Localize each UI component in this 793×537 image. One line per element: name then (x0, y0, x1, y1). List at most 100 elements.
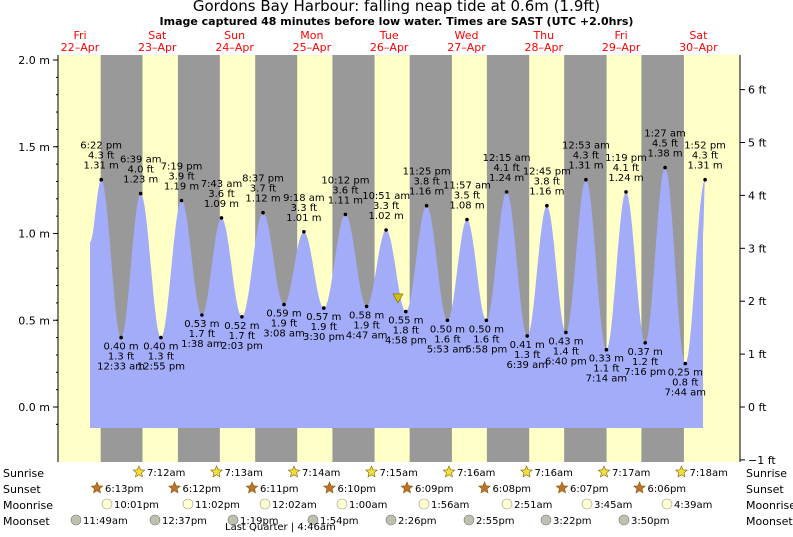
moonrise-time: 1:00am (349, 500, 387, 511)
tide-ft-label: 3.5 ft (454, 191, 480, 202)
tide-point (302, 230, 306, 234)
moonset-time: 1:19pm (240, 516, 279, 527)
moonset-icon (540, 514, 552, 526)
right-tick-label: 3 ft (748, 242, 767, 255)
tide-time-label: 1:19 pm (605, 153, 647, 164)
moonrise-time: 10:01pm (114, 500, 159, 511)
tide-point (584, 177, 588, 182)
moonrise-icon (581, 498, 593, 510)
tide-point (484, 318, 489, 323)
day-date: 25–Apr (293, 41, 332, 54)
right-tick-label: 1 ft (748, 348, 767, 361)
tide-time-label: 3:30 pm (303, 332, 345, 343)
tide-ft-label: 1.8 ft (393, 326, 419, 337)
moonset-icon (307, 514, 319, 526)
tide-time-label: 9:18 am (283, 193, 325, 204)
day-date: 23–Apr (138, 41, 177, 54)
tide-ft-label: 3.9 ft (168, 172, 194, 183)
tide-m-label: 1.16 m (529, 187, 564, 198)
sunset-time: 6:13pm (105, 484, 144, 495)
tide-point (404, 309, 408, 314)
moonrise-time: 2:51am (514, 500, 552, 511)
moonset-time: 2:26pm (398, 516, 437, 527)
tide-ft-label: 3.3 ft (373, 201, 399, 212)
sunset-time: 6:06pm (648, 484, 687, 495)
tide-ft-label: 1.3 ft (514, 350, 540, 361)
tide-time-label: 7:19 pm (161, 162, 203, 173)
tide-point (624, 190, 628, 194)
tide-point (364, 304, 369, 309)
tide-point (564, 330, 568, 335)
tide-ft-label: 3.8 ft (413, 177, 439, 188)
day-date: 30–Apr (679, 41, 718, 54)
day-date: 27–Apr (447, 41, 486, 54)
sunset-time: 6:10pm (338, 484, 377, 495)
day-name: Sat (148, 29, 167, 42)
tide-time-label: 5:53 am (427, 344, 469, 355)
tide-time-label: 4:47 am (346, 330, 388, 341)
tide-ft-label: 1.1 ft (593, 364, 619, 375)
tide-m-label: 0.25 m (668, 368, 703, 379)
sunset-icon (633, 481, 646, 494)
tide-ft-label: 4.3 ft (573, 151, 599, 162)
tide-ft-label: 1.9 ft (311, 322, 337, 333)
day-name: Wed (455, 29, 479, 42)
tide-point (384, 228, 388, 232)
tide-time-label: 7:16 pm (624, 367, 666, 378)
tide-point (683, 361, 688, 366)
tide-m-label: 0.40 m (143, 342, 178, 353)
tide-time-label: 3:08 am (263, 329, 305, 340)
moonrise-time: 4:39am (674, 500, 712, 511)
tide-point (322, 306, 326, 310)
tide-m-label: 0.50 m (469, 324, 504, 335)
moonset-time: 2:55pm (476, 516, 515, 527)
tide-time-label: 11:57 am (443, 181, 491, 192)
tide-m-label: 1.09 m (204, 199, 239, 210)
tide-m-label: 0.59 m (266, 309, 301, 320)
tide-point (465, 217, 469, 222)
moonset-icon (149, 514, 161, 526)
tide-time-label: 1:52 pm (684, 141, 726, 152)
sunset-icon (245, 481, 259, 494)
tide-time-label: 7:43 am (201, 179, 243, 190)
tide-m-label: 0.55 m (388, 316, 423, 327)
moonrise-time: 3:45am (594, 500, 632, 511)
day-date: 28–Apr (525, 41, 564, 54)
sunset-icon (555, 481, 569, 494)
tide-m-label: 1.08 m (449, 201, 484, 212)
moonset-time: 3:50pm (631, 516, 670, 527)
right-tick-label: 5 ft (748, 137, 767, 150)
tide-m-label: 0.41 m (510, 340, 545, 351)
tide-ft-label: 1.3 ft (108, 352, 134, 363)
chart-subtitle: Image captured 48 minutes before low wat… (159, 15, 634, 28)
moonset-label-right: Moonset (746, 515, 793, 528)
day-name: Mon (300, 29, 323, 42)
moonrise-icon (661, 498, 673, 510)
tide-point (343, 212, 348, 217)
tide-m-label: 1.24 m (608, 173, 643, 184)
sunrise-icon (442, 465, 456, 478)
sunrise-time: 7:16am (535, 468, 573, 479)
day-date: 26–Apr (370, 41, 409, 54)
day-name: Thu (532, 29, 554, 42)
tide-ft-label: 3.3 ft (291, 203, 317, 214)
tide-time-label: 6:40 pm (545, 356, 587, 367)
tide-ft-label: 4.3 ft (88, 151, 114, 162)
sunset-icon (90, 481, 104, 494)
sunrise-icon (287, 465, 301, 478)
tide-ft-label: 4.3 ft (692, 151, 718, 162)
tide-ft-label: 3.6 ft (208, 189, 234, 200)
tide-time-label: 12:53 am (562, 141, 610, 152)
moonset-icon (385, 514, 397, 526)
moonset-icon (618, 514, 630, 526)
moonrise-icon (418, 498, 430, 510)
tide-point (643, 341, 647, 345)
tide-ft-label: 1.3 ft (148, 352, 174, 363)
tide-point (119, 335, 123, 340)
sunrise-time: 7:18am (690, 468, 728, 479)
day-date: 24–Apr (215, 41, 254, 54)
moonset-label-left: Moonset (3, 515, 50, 528)
sunrise-icon (597, 465, 611, 478)
tide-ft-label: 1.7 ft (229, 331, 255, 342)
tide-ft-label: 1.2 ft (632, 357, 658, 368)
